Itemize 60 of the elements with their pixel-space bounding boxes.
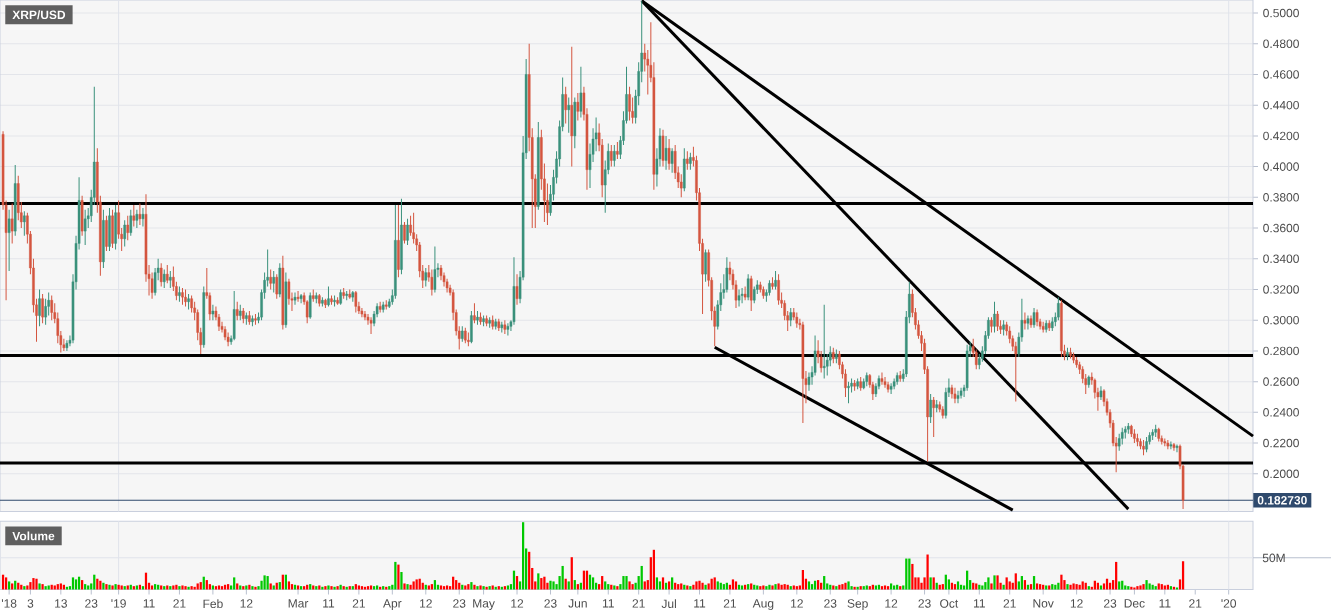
x-tick-label: 23 (453, 599, 466, 608)
x-tick-label: 23 (544, 599, 557, 608)
x-tick-label: 13 (55, 599, 67, 608)
x-tick-label: Oct (940, 599, 959, 608)
x-tick-label: '20 (1221, 599, 1237, 608)
x-tick-label: Apr (383, 599, 402, 610)
x-tick-label: Dec (1124, 599, 1145, 608)
x-tick-label: 12 (791, 599, 803, 608)
y-tick-label: 0.5000 (1263, 8, 1299, 18)
x-tick-label: 21 (723, 599, 736, 608)
y-tick-label: 0.4000 (1263, 162, 1299, 171)
x-tick-label: Nov (1033, 599, 1054, 608)
x-tick-label: '19 (111, 599, 126, 608)
x-tick-label: 11 (694, 599, 706, 608)
text: XRP/USD (12, 10, 66, 20)
ref-line-label: 50M (1262, 553, 1285, 563)
x-tick-label: 21 (1003, 599, 1016, 608)
x-tick-label: 21 (173, 599, 186, 608)
x-tick-label: May (473, 599, 495, 610)
x-tick-label: Feb (203, 599, 223, 609)
y-tick-label: 0.3200 (1263, 285, 1299, 294)
y-tick-label: 0.3400 (1263, 254, 1299, 264)
x-tick-label: 11 (143, 599, 155, 608)
x-tick-label: 11 (973, 599, 985, 608)
x-tick-label: 12 (1070, 599, 1083, 608)
x-tick-label: 21 (352, 599, 365, 608)
x-tick-label: 3 (27, 599, 34, 608)
y-tick-label: 0.4200 (1263, 131, 1299, 141)
y-tick-label: 0.2400 (1263, 408, 1299, 417)
x-tick-label: 23 (918, 599, 931, 608)
x-tick-label: 11 (1159, 599, 1171, 608)
x-tick-label: 23 (85, 599, 98, 608)
x-tick-label: Sep (847, 599, 868, 611)
x-tick-label: 23 (824, 599, 837, 608)
y-tick-label: 0.3600 (1263, 223, 1299, 233)
y-tick-label: 0.2600 (1263, 377, 1299, 386)
y-tick-label: 0.2200 (1263, 438, 1299, 448)
x-tick-label: 12 (885, 599, 898, 608)
y-tick-label: 0.3800 (1263, 193, 1299, 202)
x-tick-label: 12 (511, 599, 524, 608)
x-tick-label: 11 (602, 599, 614, 608)
y-tick-label: 0.4800 (1263, 39, 1299, 49)
x-tick-label: Mar (288, 599, 309, 608)
x-tick-label: '18 (1, 599, 17, 608)
text: Volume (12, 531, 55, 541)
y-tick-label: 0.4400 (1263, 100, 1299, 110)
x-tick-label: 12 (420, 599, 432, 608)
ref-line-label: 0.182730 (1257, 496, 1307, 505)
x-tick-label: Aug (752, 599, 774, 610)
x-tick-label: 21 (1189, 599, 1202, 608)
y-tick-label: 0.2000 (1263, 469, 1299, 479)
x-tick-label: 21 (632, 599, 645, 608)
x-tick-label: Jun (568, 599, 587, 608)
x-tick-label: Jul (661, 599, 676, 609)
y-tick-label: 0.3000 (1263, 315, 1299, 325)
y-tick-label: 0.2800 (1263, 346, 1299, 356)
x-tick-label: 12 (240, 599, 253, 608)
y-tick-label: 0.4600 (1263, 70, 1299, 79)
x-tick-label: 11 (323, 599, 335, 608)
x-tick-label: 23 (1104, 599, 1117, 608)
